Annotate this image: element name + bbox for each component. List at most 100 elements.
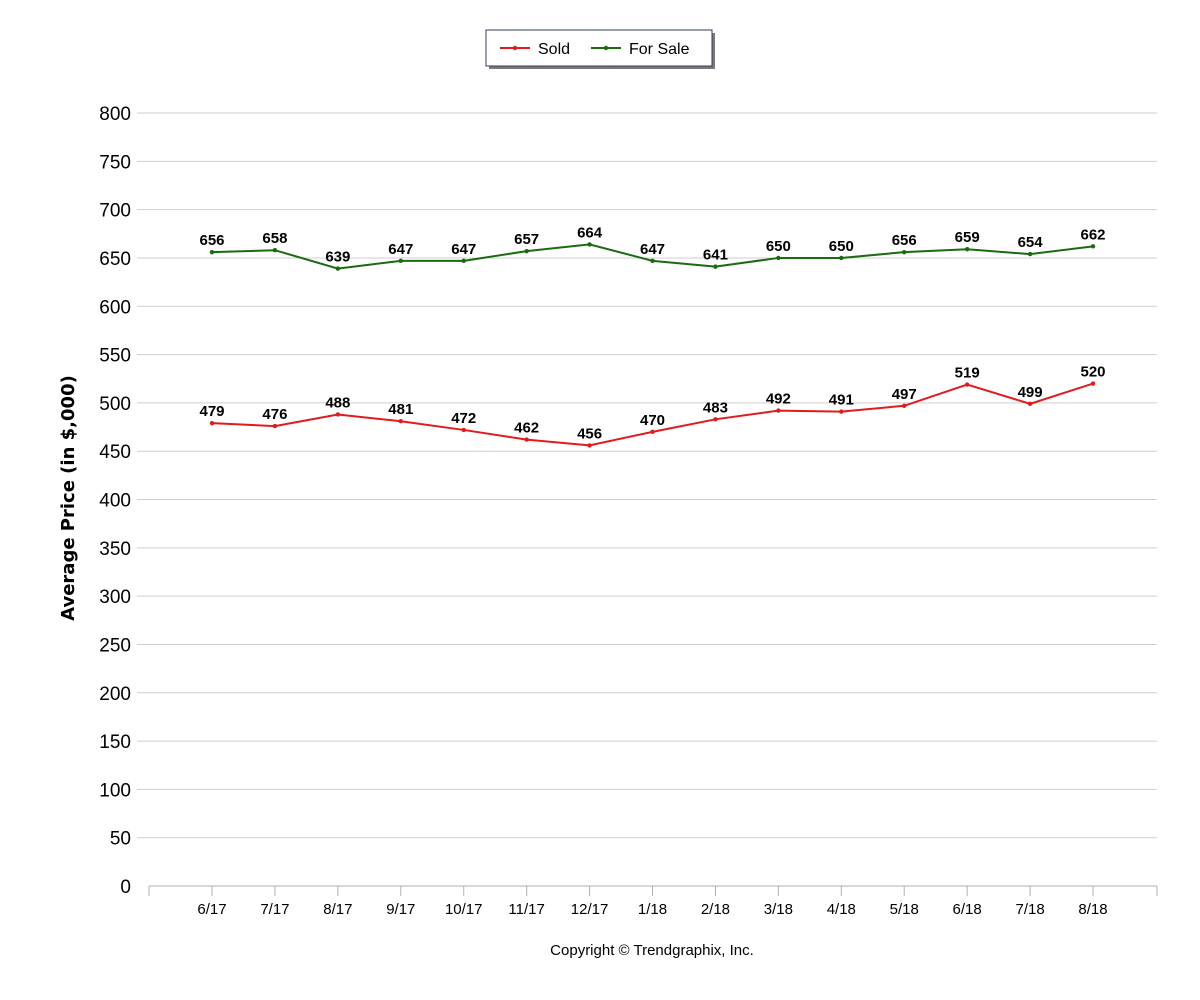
data-label-sold: 491 xyxy=(829,392,854,409)
y-tick-label: 550 xyxy=(99,346,131,367)
data-label-sold: 456 xyxy=(577,425,602,442)
y-tick-label: 200 xyxy=(99,684,131,705)
data-point-sold xyxy=(1027,401,1033,407)
y-tick-label: 50 xyxy=(110,829,131,850)
data-point-sold xyxy=(272,423,278,429)
data-point-sold xyxy=(587,443,592,448)
data-label-sold: 492 xyxy=(766,391,791,408)
data-point-for-sale xyxy=(713,264,718,269)
x-tick-label: 6/18 xyxy=(953,901,982,918)
y-tick-label: 800 xyxy=(99,104,131,125)
data-label-sold: 470 xyxy=(640,412,665,429)
data-label-sold: 481 xyxy=(388,401,413,418)
data-label-for-sale: 656 xyxy=(199,232,224,249)
x-tick-label: 12/17 xyxy=(571,901,609,918)
y-tick-label: 400 xyxy=(99,491,131,512)
data-label-for-sale: 658 xyxy=(262,230,287,247)
data-point-sold xyxy=(461,427,466,433)
x-tick-label: 8/17 xyxy=(323,901,352,918)
data-point-for-sale xyxy=(776,255,781,261)
x-tick-label: 9/17 xyxy=(386,901,415,918)
data-point-sold xyxy=(713,417,718,422)
y-tick-label: 0 xyxy=(120,877,131,898)
legend-label-for-sale: For Sale xyxy=(629,41,690,58)
data-points xyxy=(209,242,1096,448)
data-label-sold: 520 xyxy=(1081,364,1106,381)
x-tick-label: 7/18 xyxy=(1015,901,1044,918)
data-point-for-sale xyxy=(335,266,341,271)
data-label-sold: 483 xyxy=(703,399,728,416)
data-point-for-sale xyxy=(398,258,403,264)
data-point-for-sale xyxy=(650,258,655,264)
y-tick-label: 600 xyxy=(99,297,131,318)
x-tick-label: 11/17 xyxy=(508,901,544,918)
legend-marker-for-sale xyxy=(603,45,609,51)
data-label-for-sale: 647 xyxy=(451,241,476,258)
data-point-for-sale xyxy=(587,242,592,247)
data-label-sold: 499 xyxy=(1018,384,1043,401)
data-label-for-sale: 647 xyxy=(388,241,413,258)
data-point-for-sale xyxy=(964,247,970,252)
data-point-for-sale xyxy=(902,249,907,255)
data-point-sold xyxy=(839,409,844,414)
data-point-sold xyxy=(1090,381,1096,386)
data-label-sold: 462 xyxy=(514,420,539,437)
data-label-sold: 488 xyxy=(325,394,350,411)
x-tick-label: 8/18 xyxy=(1078,901,1107,918)
data-labels: 479 476 488 481 472 462 456 470 483 492 491 497 519 4… xyxy=(199,224,1105,442)
y-tick-label: 750 xyxy=(99,152,131,173)
x-tick-label: 4/18 xyxy=(827,901,856,918)
legend-marker-sold xyxy=(512,45,518,51)
y-tick-label: 500 xyxy=(99,394,131,415)
axes xyxy=(148,885,1158,896)
data-point-sold xyxy=(524,437,529,442)
data-point-for-sale xyxy=(839,255,844,261)
data-point-sold xyxy=(650,429,655,435)
data-point-for-sale xyxy=(272,248,278,253)
data-label-for-sale: 639 xyxy=(325,249,350,266)
data-label-for-sale: 656 xyxy=(892,232,917,249)
data-label-sold: 479 xyxy=(199,403,224,420)
data-label-sold: 472 xyxy=(451,410,476,427)
x-tick-labels: 6/17 7/17 8/17 9/17 10/17 11/17 12/17 1/18 2/18 3… xyxy=(197,901,1107,918)
data-point-for-sale xyxy=(1090,244,1096,249)
data-label-sold: 519 xyxy=(955,365,980,382)
data-label-sold: 476 xyxy=(262,406,287,423)
data-label-for-sale: 650 xyxy=(766,238,791,255)
data-label-for-sale: 641 xyxy=(703,247,728,264)
data-label-for-sale: 650 xyxy=(829,238,854,255)
data-point-for-sale xyxy=(524,248,529,254)
x-tick-label: 7/17 xyxy=(260,901,289,918)
y-tick-label: 450 xyxy=(99,442,131,463)
data-label-sold: 497 xyxy=(892,386,917,403)
y-tick-label: 350 xyxy=(99,539,131,560)
y-tick-labels: 0 50 100 150 200 250 300 350 400 450 500 550 600 650 7… xyxy=(99,104,131,898)
data-label-for-sale: 647 xyxy=(640,241,665,258)
y-tick-label: 150 xyxy=(99,732,131,753)
y-tick-label: 100 xyxy=(99,780,131,801)
x-tick-label: 5/18 xyxy=(890,901,919,918)
data-point-sold xyxy=(776,408,781,413)
data-label-for-sale: 659 xyxy=(955,229,980,246)
data-label-for-sale: 654 xyxy=(1018,234,1044,251)
gridlines xyxy=(137,112,1157,839)
copyright-footer: Copyright © Trendgraphix, Inc. xyxy=(550,942,754,959)
data-point-sold xyxy=(964,382,970,387)
data-label-for-sale: 664 xyxy=(577,224,603,241)
y-tick-label: 650 xyxy=(99,249,131,270)
data-point-sold xyxy=(902,403,907,408)
y-axis-label: Average Price (in $,000) xyxy=(58,375,79,621)
x-tick-label: 3/18 xyxy=(764,901,793,918)
data-point-for-sale xyxy=(461,258,466,264)
data-point-sold xyxy=(209,420,215,426)
x-tick-label: 6/17 xyxy=(197,901,226,918)
data-point-for-sale xyxy=(1027,251,1033,257)
data-point-sold xyxy=(335,412,341,417)
y-tick-label: 700 xyxy=(99,201,131,222)
data-point-sold xyxy=(398,419,403,424)
legend: Sold For Sale xyxy=(485,29,715,69)
data-point-for-sale xyxy=(209,249,215,255)
data-label-for-sale: 662 xyxy=(1081,226,1106,243)
x-tick-label: 1/18 xyxy=(638,901,667,918)
